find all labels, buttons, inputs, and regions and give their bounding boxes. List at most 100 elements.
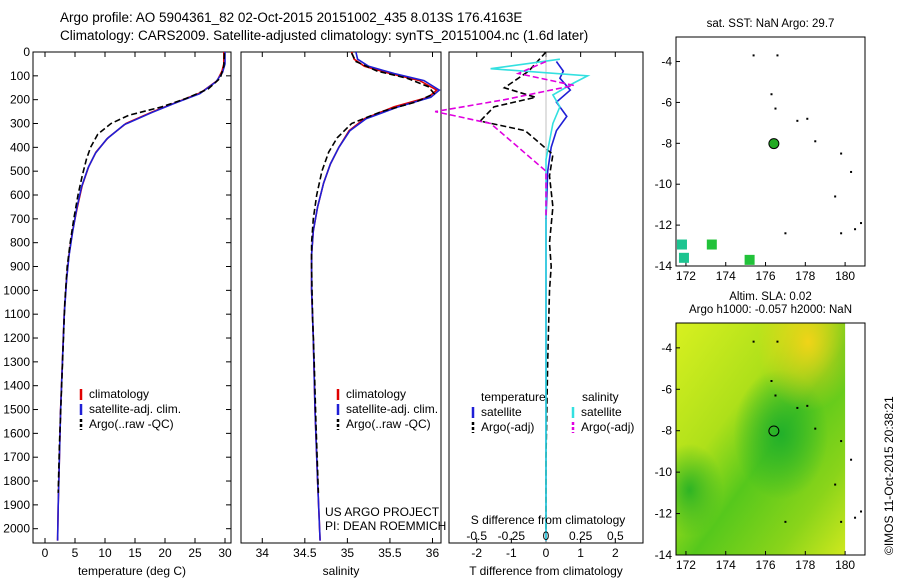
temperature-xlabel: temperature (deg C)	[78, 564, 186, 578]
difference-top-xtick-label: -0.25	[498, 529, 526, 543]
temperature-series-2-line	[57, 53, 226, 493]
sst-map-coast-dot	[770, 93, 773, 96]
sst-map-coast-dot	[814, 140, 817, 143]
sst-map-coast-dot	[854, 228, 857, 231]
sst-map-xtick-label: 176	[756, 269, 776, 283]
sst-map-ytick-label: -14	[655, 259, 673, 273]
temperature-ytick-label: 100	[10, 69, 30, 83]
salinity-series-1-line	[310, 51, 441, 541]
difference-legend-header-salinity: salinity	[582, 390, 619, 404]
sla-map-xtick-label: 174	[716, 558, 736, 572]
sla-map-coast-dot	[752, 340, 755, 343]
sla-map-coast-dot	[850, 458, 853, 461]
sst-map-xtick-label: 178	[795, 269, 815, 283]
temperature-xtick-label: 30	[218, 546, 232, 560]
sst-map-argo-position-marker	[768, 138, 780, 150]
sst-map-xtick-label: 172	[676, 269, 696, 283]
sla-map-coast-dot	[806, 404, 809, 407]
temperature-ytick-label: 1700	[3, 450, 30, 464]
temperature-ytick-label: 1800	[3, 474, 30, 488]
watermark-text: ©IMOS 11-Oct-2015 20:38:21	[882, 396, 896, 555]
difference-top-xtick-label: 0.5	[607, 529, 624, 543]
sla-heatmap-high-region	[676, 323, 846, 555]
sla-map-xtick-label: 172	[676, 558, 696, 572]
sst-observation-square	[744, 254, 755, 265]
sla-map-xtick-label: 180	[835, 558, 855, 572]
sst-map-xtick-label: 180	[835, 269, 855, 283]
difference-xlabel: T difference from climatology	[469, 564, 623, 578]
temperature-ytick-label: 900	[10, 260, 30, 274]
salinity-xlabel: salinity	[323, 564, 360, 578]
salinity-xtick-label: 35.5	[378, 546, 402, 560]
temperature-legend-label: satellite-adj. clim.	[89, 402, 181, 416]
sst-observation-square	[678, 252, 689, 263]
panel-difference: -2 -1 0 1 2 T difference from climatology temp…	[434, 51, 644, 578]
sla-map-ytick-label: -8	[661, 424, 672, 438]
sst-map-coast-dot	[784, 232, 787, 235]
chart-title-line-1: Argo profile: AO 5904361_82 02-Oct-2015 …	[60, 10, 523, 25]
temperature-ytick-label: 1000	[3, 283, 30, 297]
sla-map-ytick-label: -4	[661, 341, 672, 355]
difference-xtick-label: -2	[471, 546, 482, 560]
sla-map-coast-dot	[796, 406, 799, 409]
sst-map-coast-dot	[860, 222, 863, 225]
sla-map-coast-dot	[774, 394, 777, 397]
sst-map-coast-dot	[834, 195, 837, 198]
sst-map-ytick-label: -8	[661, 136, 672, 150]
difference-xtick-label: 0	[543, 546, 550, 560]
map-sla-map: 172 174 176 178 180 -14 -12 -10 -8 -6 -4 Altim. SLA…	[655, 291, 866, 572]
panel-temperature: 0 5 10 15 20 25 300100200300400500600700800900…	[3, 45, 232, 578]
temperature-ytick-label: 1300	[3, 355, 30, 369]
sst-observation-square	[706, 239, 717, 250]
difference-legend-label: satellite	[581, 405, 622, 419]
difference-legend-header-temperature: temperature	[481, 390, 546, 404]
temperature-ytick-label: 500	[10, 164, 30, 178]
sla-map-frame	[675, 322, 866, 556]
project-annotation: US ARGO PROJECT	[325, 505, 440, 519]
difference-top-xtick-label: -0.5	[466, 529, 487, 543]
temperature-series-1-line	[56, 52, 226, 541]
sst-map-coast-dot	[774, 107, 777, 110]
temperature-ytick-label: 1400	[3, 379, 30, 393]
temperature-ytick-label: 300	[10, 117, 30, 131]
sla-map-title-line-1: Altim. SLA: 0.02	[729, 291, 811, 303]
sst-map-coast-dot	[752, 54, 755, 57]
difference-series-3-line	[434, 60, 574, 219]
sla-map-coast-dot	[834, 483, 837, 486]
difference-top-xtick-label: 0	[543, 529, 550, 543]
map-sst-map: 172 174 176 178 180 -14 -12 -10 -8 -6 -4 sat. SST: …	[655, 18, 866, 283]
difference-xtick-label: 2	[612, 546, 619, 560]
sst-map-title-line-1: sat. SST: NaN Argo: 29.7	[707, 18, 835, 30]
salinity-xtick-label: 34.5	[293, 546, 317, 560]
salinity-xtick-label: 34	[256, 546, 270, 560]
sla-map-ytick-label: -10	[655, 465, 673, 479]
temperature-ytick-label: 600	[10, 188, 30, 202]
sst-map-ytick-label: -10	[655, 177, 673, 191]
sst-map-coast-dot	[806, 117, 809, 120]
salinity-legend-label: climatology	[346, 387, 406, 401]
salinity-legend-label: Argo(..raw -QC)	[346, 417, 431, 431]
sst-map-coast-dot	[840, 232, 843, 235]
panel-salinity: 34 34.5 35 35.5 36 salinity climatologysatelli…	[240, 51, 446, 578]
salinity-series-2-line	[310, 52, 436, 493]
sst-map-coast-dot	[840, 152, 843, 155]
temperature-ytick-label: 0	[23, 45, 30, 59]
sst-map-coast-dot	[796, 119, 799, 122]
difference-legend-label: satellite	[481, 405, 522, 419]
sla-map-coast-dot	[814, 427, 817, 430]
temperature-xtick-label: 15	[128, 546, 142, 560]
sla-map-xtick-label: 178	[795, 558, 815, 572]
chart-title-line-2: Climatology: CARS2009. Satellite-adjuste…	[60, 28, 589, 43]
difference-series-2-line	[490, 58, 591, 541]
sla-map-coast-dot	[840, 440, 843, 443]
temperature-ytick-label: 400	[10, 140, 30, 154]
sla-map-coast-dot	[854, 516, 857, 519]
salinity-series-0-line	[310, 51, 439, 541]
difference-series-1-line	[478, 51, 554, 529]
salinity-xtick-label: 36	[426, 546, 440, 560]
sla-map-argo-position-marker	[768, 425, 780, 437]
temperature-xtick-label: 25	[188, 546, 202, 560]
sla-map-title-line-2: Argo h1000: -0.057 h2000: NaN	[689, 304, 852, 316]
sst-map-ytick-label: -4	[661, 55, 672, 69]
sla-map-coast-dot	[776, 340, 779, 343]
